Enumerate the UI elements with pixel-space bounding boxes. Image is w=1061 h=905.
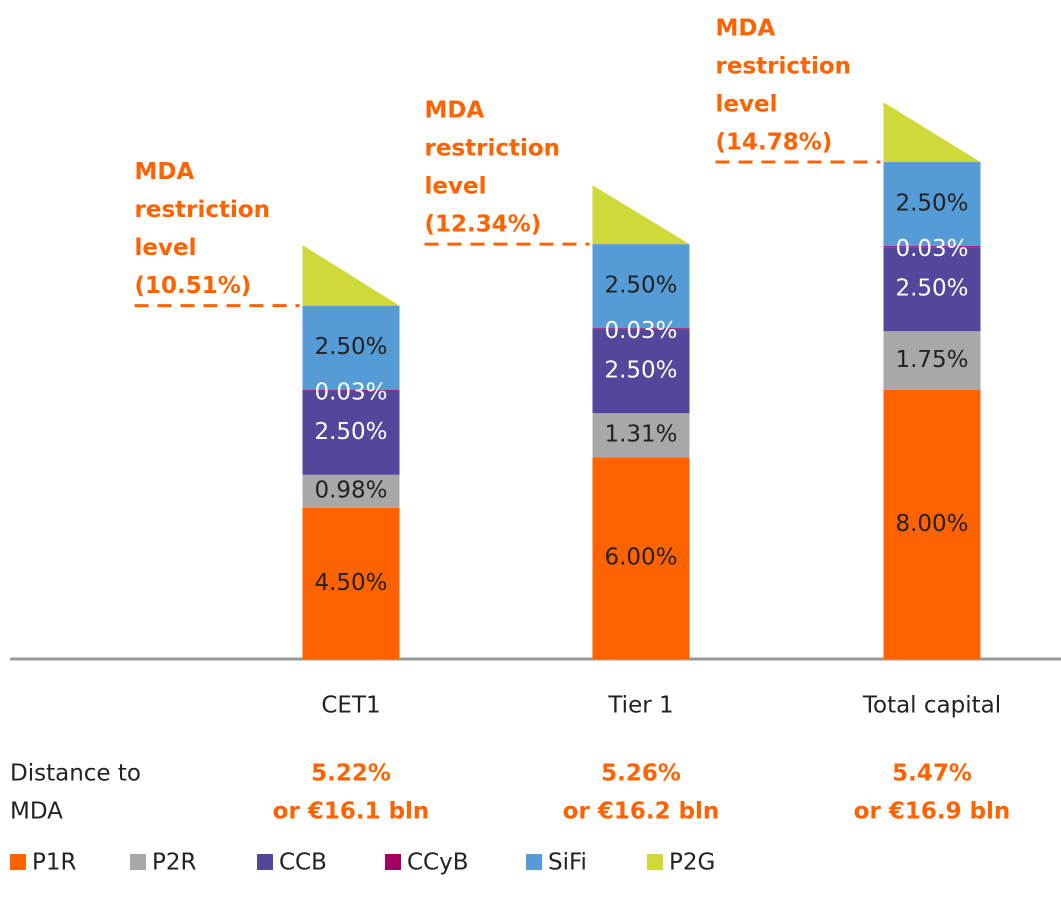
value-label: 4.50%	[314, 570, 387, 596]
legend-swatch	[385, 854, 401, 870]
x-tick-label: CET1	[321, 693, 380, 719]
bar-segment	[883, 331, 981, 391]
value-label: 6.00%	[604, 545, 677, 571]
annotation: (10.51%)	[135, 273, 252, 299]
bar-segment	[883, 246, 981, 248]
legend-label: P2R	[152, 850, 197, 876]
p2g-triangle	[302, 245, 400, 306]
annotation: restriction	[425, 136, 561, 162]
value-label: 0.03%	[895, 236, 968, 262]
bar-segment	[302, 474, 400, 508]
bar-segment	[883, 390, 981, 659]
annotation: MDA	[425, 98, 485, 124]
x-tick-label: Total capital	[862, 693, 1001, 719]
bar-segment	[302, 507, 400, 659]
legend-swatch	[526, 854, 542, 870]
distance-value: or €16.9 bln	[854, 799, 1011, 825]
legend-label: CCyB	[407, 850, 469, 876]
legend-label: P1R	[32, 850, 77, 876]
value-label: 2.50%	[604, 273, 677, 299]
distance-value: 5.47%	[892, 761, 972, 787]
p2g-triangle	[592, 185, 690, 245]
legend-label: P2G	[669, 850, 715, 876]
annotation: level	[716, 92, 778, 118]
distance-label: MDA	[10, 799, 63, 825]
value-label: 0.03%	[604, 318, 677, 344]
bar-segment	[592, 328, 690, 330]
p2g-triangle	[883, 102, 981, 163]
value-label: 2.50%	[895, 276, 968, 302]
annotation: MDA	[716, 16, 776, 42]
legend-swatch	[10, 854, 26, 870]
bar-segment	[302, 389, 400, 391]
distance-label: Distance to	[10, 761, 141, 787]
value-label: 0.98%	[314, 478, 387, 504]
bar-segment	[302, 305, 400, 390]
value-label: 8.00%	[895, 511, 968, 537]
distance-value: 5.26%	[601, 761, 681, 787]
annotation: level	[135, 235, 197, 261]
value-label: 0.03%	[314, 380, 387, 406]
annotation: restriction	[716, 54, 852, 80]
legend-swatch	[257, 854, 273, 870]
value-label: 2.50%	[314, 419, 387, 445]
annotation: MDA	[135, 159, 195, 185]
distance-value: or €16.1 bln	[273, 799, 430, 825]
distance-value: or €16.2 bln	[563, 799, 720, 825]
annotation: restriction	[135, 197, 271, 223]
bar-segment	[883, 162, 981, 247]
distance-value: 5.22%	[311, 761, 391, 787]
bar-segment	[592, 329, 690, 414]
value-label: 1.31%	[604, 422, 677, 448]
bar-segment	[883, 247, 981, 332]
value-label: 2.50%	[895, 191, 968, 217]
annotation: (14.78%)	[716, 130, 833, 156]
value-label: 1.75%	[895, 347, 968, 373]
bar-segment	[592, 413, 690, 458]
bar-segment	[592, 457, 690, 659]
legend-swatch	[130, 854, 146, 870]
legend-label: CCB	[279, 850, 327, 876]
legend-label: SiFi	[548, 850, 587, 876]
bar-segment	[592, 244, 690, 329]
annotation: (12.34%)	[425, 212, 542, 238]
legend-swatch	[647, 854, 663, 870]
value-label: 2.50%	[314, 334, 387, 360]
bar-segment	[302, 390, 400, 475]
value-label: 2.50%	[604, 358, 677, 384]
x-tick-label: Tier 1	[607, 693, 673, 719]
annotation: level	[425, 174, 487, 200]
